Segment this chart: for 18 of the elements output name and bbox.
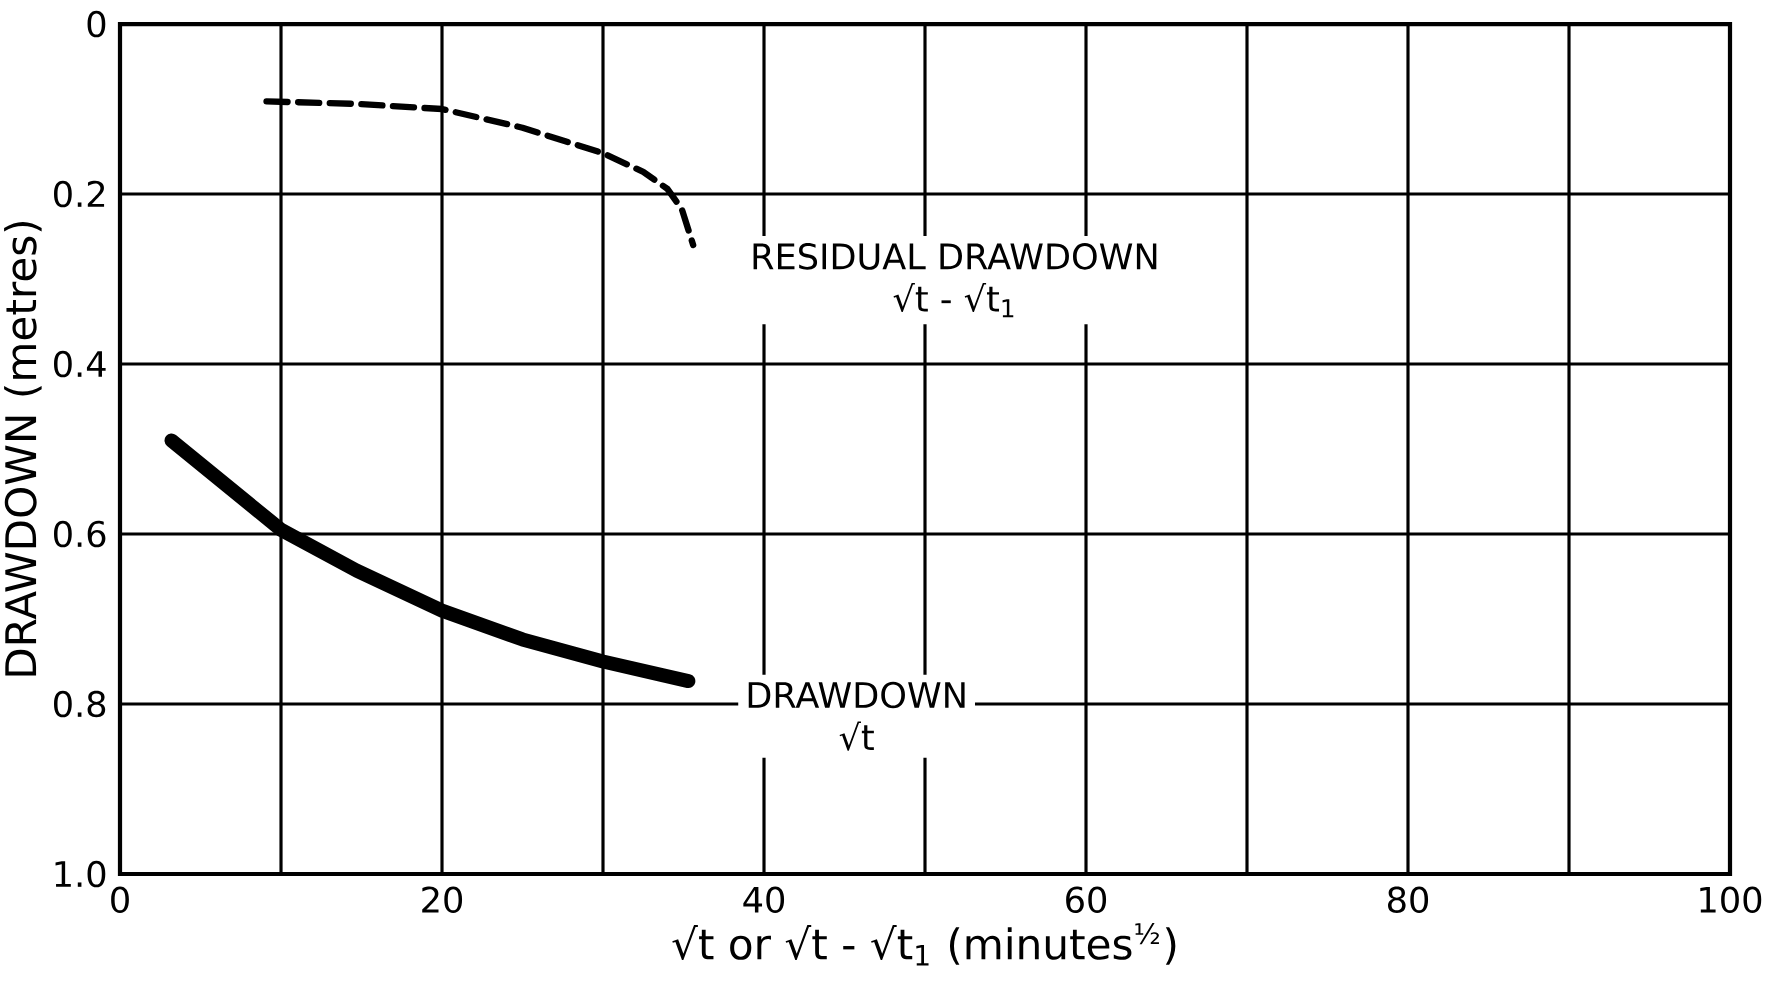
y-tick-label: 0	[87, 10, 106, 38]
y-tick-label: 0.6	[54, 520, 106, 548]
x-tick-label: 80	[1388, 886, 1429, 914]
series-label: DRAWDOWN	[748, 681, 965, 709]
x-tick-label: 20	[422, 886, 463, 914]
x-tick-label: 100	[1700, 886, 1762, 914]
annotation: √t	[839, 721, 874, 751]
annotation: √t - √t$_{1}$	[893, 282, 1014, 318]
x-axis-title: √t or √t - √t$_{1}$ (minutes$^{½}$)	[672, 923, 1176, 966]
y-tick-label: 0.8	[54, 690, 106, 718]
x-tick-label: 0	[111, 886, 129, 914]
x-tick-label: 60	[1066, 886, 1107, 914]
x-tick-label: 40	[743, 886, 785, 914]
y-tick-label: 1.0	[55, 860, 106, 888]
y-tick-label: 0.2	[54, 180, 105, 208]
y-tick-label: 0.4	[54, 350, 106, 378]
y-axis-title: DRAWDOWN (metres)	[4, 221, 42, 676]
series-label: RESIDUAL DRAWDOWN	[753, 243, 1157, 270]
